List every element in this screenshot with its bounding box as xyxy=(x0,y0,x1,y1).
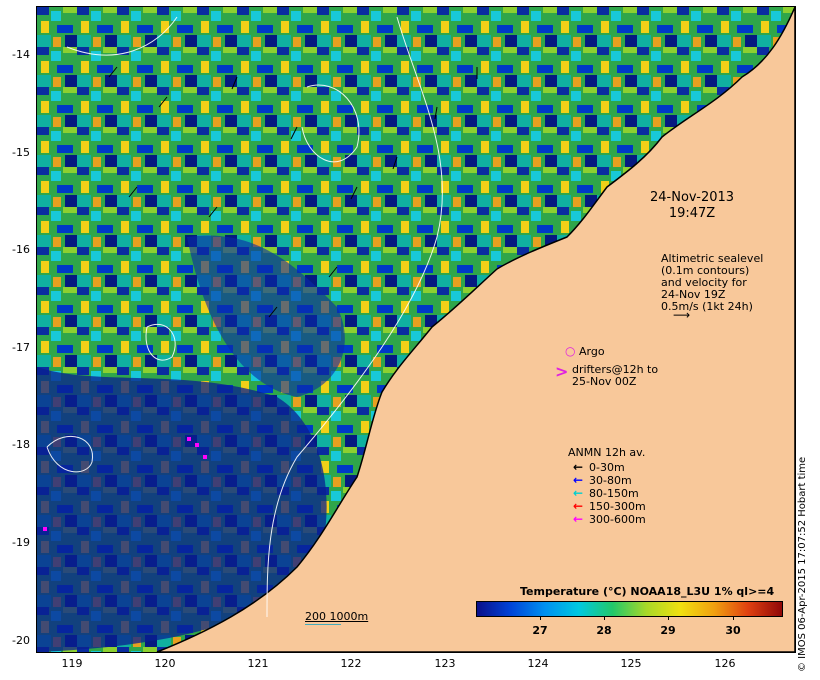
legend-item-label: 30-80m xyxy=(589,474,632,487)
land xyxy=(156,7,795,652)
arrow-left-icon: ← xyxy=(573,460,584,474)
legend-item: ← 0-30m xyxy=(573,460,625,474)
x-tick: 124 xyxy=(527,657,549,670)
y-tick: -20 xyxy=(12,634,30,647)
argo-circle-icon: ○ xyxy=(565,344,576,358)
y-tick: -19 xyxy=(12,536,30,549)
arrow-left-icon: ← xyxy=(573,499,584,513)
altimetry-line: Altimetric sealevel xyxy=(661,252,764,265)
altimetry-line: 0.5m/s (1kt 24h) xyxy=(661,300,753,313)
sst-map xyxy=(37,7,795,652)
altimetry-line: and velocity for xyxy=(661,276,747,289)
legend-item: ← 80-150m xyxy=(573,486,639,500)
date-label: 24-Nov-2013 19:47Z xyxy=(650,190,734,222)
colorbar-tick: 27 xyxy=(532,624,548,637)
depth-contour-label: 200 1000m xyxy=(305,610,369,623)
altimetry-note: Altimetric sealevel (0.1m contours) and … xyxy=(661,253,763,313)
temperature-colorbar xyxy=(476,601,783,617)
depth-contour-line xyxy=(305,624,341,625)
legend-item-label: 150-300m xyxy=(589,500,646,513)
argo-label: Argo xyxy=(578,345,605,358)
colorbar-tick-mark xyxy=(540,616,541,620)
drifters-line: 25-Nov 00Z xyxy=(572,375,637,388)
drifters-legend: > drifters@12h to 25-Nov 00Z xyxy=(555,364,658,388)
arrow-left-icon: ← xyxy=(573,512,584,526)
y-tick: -15 xyxy=(12,146,30,159)
y-tick: -18 xyxy=(12,438,30,451)
date-line: 24-Nov-2013 xyxy=(650,190,735,205)
x-tick: 119 xyxy=(61,657,83,670)
y-tick: -16 xyxy=(12,243,30,256)
y-tick: -14 xyxy=(12,48,30,61)
altimetry-line: (0.1m contours) xyxy=(661,264,750,277)
drifters-line: drifters@12h to xyxy=(572,363,659,376)
colorbar-tick: 29 xyxy=(660,624,676,637)
map-panel xyxy=(36,6,796,653)
argo-legend: ○ Argo xyxy=(565,345,605,358)
velocity-arrows xyxy=(108,66,478,318)
drifter-chevron-icon: > xyxy=(555,362,569,381)
legend-item: ← 150-300m xyxy=(573,499,646,513)
legend-item: ← 300-600m xyxy=(573,512,646,526)
x-tick: 123 xyxy=(434,657,456,670)
legend-title: ANMN 12h av. xyxy=(568,446,646,459)
altimetry-line: 24-Nov 19Z xyxy=(661,288,726,301)
drifter-marks xyxy=(43,437,207,531)
colorbar-tick: 30 xyxy=(725,624,741,637)
colorbar-tick-mark xyxy=(604,616,605,620)
colorbar-tick: 28 xyxy=(596,624,612,637)
x-tick: 120 xyxy=(154,657,176,670)
time-line: 19:47Z xyxy=(668,206,716,221)
legend-item-label: 80-150m xyxy=(589,487,639,500)
arrow-left-icon: ← xyxy=(573,486,584,500)
legend-item-label: 300-600m xyxy=(589,513,646,526)
legend-item: ← 30-80m xyxy=(573,473,632,487)
x-tick: 121 xyxy=(247,657,269,670)
colorbar-tick-mark xyxy=(668,616,669,620)
x-tick: 125 xyxy=(620,657,642,670)
x-tick: 126 xyxy=(714,657,736,670)
credit-text: © IMOS 06-Apr-2015 17:07:52 Hobart time xyxy=(797,456,808,672)
colorbar-tick-mark xyxy=(733,616,734,620)
legend-item-label: 0-30m xyxy=(589,461,625,474)
velocity-scale-arrow-icon: ⟶ xyxy=(673,308,691,322)
x-tick: 122 xyxy=(340,657,362,670)
arrow-left-icon: ← xyxy=(573,473,584,487)
y-tick: -17 xyxy=(12,341,30,354)
colorbar-title: Temperature (°C) NOAA18_L3U 1% ql>=4 xyxy=(520,585,775,598)
